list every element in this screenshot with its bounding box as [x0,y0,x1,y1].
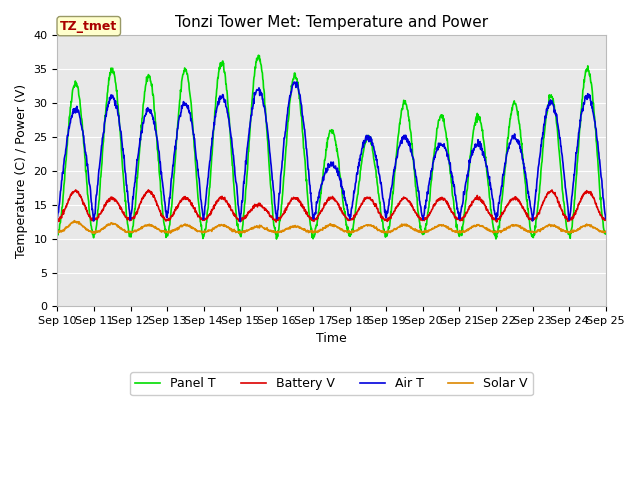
Line: Air T: Air T [58,82,605,222]
Battery V [272,219,280,225]
Legend: Panel T, Battery V, Air T, Solar V: Panel T, Battery V, Air T, Solar V [130,372,533,396]
Air T [417,209,425,215]
Battery V [417,217,425,223]
Panel T [538,164,545,169]
Solar V [237,229,245,235]
Solar V [89,230,97,236]
Panel T [417,227,425,233]
Air T [54,215,61,220]
Text: TZ_tmet: TZ_tmet [60,20,117,33]
Solar V [538,227,545,233]
Air T [602,216,609,222]
Y-axis label: Temperature (C) / Power (V): Temperature (C) / Power (V) [15,84,28,258]
Panel T [602,231,609,237]
Solar V [489,229,497,235]
Battery V [54,218,61,224]
Line: Solar V: Solar V [58,221,605,233]
Solar V [176,224,184,229]
Panel T [162,235,170,240]
Battery V [602,217,609,223]
Battery V [176,199,184,205]
Battery V [163,217,170,223]
Title: Tonzi Tower Met: Temperature and Power: Tonzi Tower Met: Temperature and Power [175,15,488,30]
Panel T [255,52,262,58]
Air T [538,143,545,149]
Air T [237,211,245,216]
Panel T [273,236,280,242]
Battery V [489,215,497,220]
Air T [175,114,183,120]
Panel T [237,234,244,240]
Battery V [145,187,152,193]
Panel T [54,231,61,237]
Solar V [54,229,61,235]
Air T [236,219,244,225]
Battery V [237,218,245,224]
Panel T [489,222,497,228]
Solar V [602,228,609,234]
Battery V [538,204,545,210]
Line: Panel T: Panel T [58,55,605,239]
Solar V [163,229,171,235]
Line: Battery V: Battery V [58,190,605,222]
Air T [489,196,497,202]
Air T [293,79,301,85]
Air T [162,208,170,214]
Solar V [417,228,425,234]
Solar V [70,218,78,224]
Panel T [175,103,183,108]
X-axis label: Time: Time [316,332,347,345]
